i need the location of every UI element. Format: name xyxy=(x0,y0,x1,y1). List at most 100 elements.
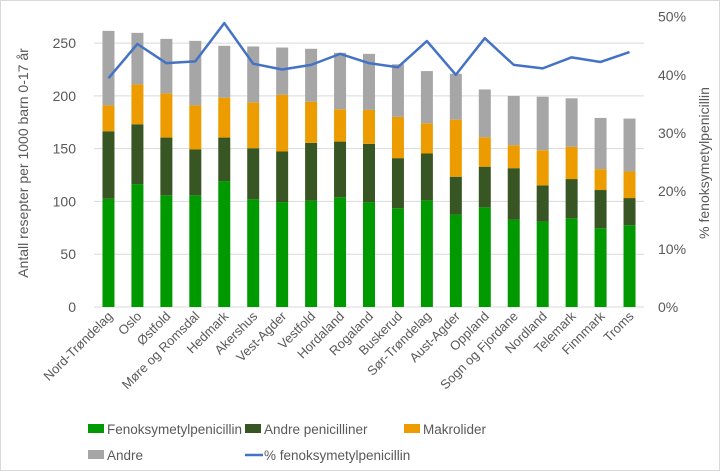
bar-segment xyxy=(276,47,289,95)
y2-tick-label: 20% xyxy=(658,183,686,199)
bar-segment xyxy=(276,94,289,152)
legend-swatch xyxy=(404,424,420,433)
bar-segment xyxy=(305,142,318,201)
y2-tick-label: 50% xyxy=(658,9,686,25)
bar-segment xyxy=(305,48,318,102)
bar-segment xyxy=(507,168,520,220)
bar-segment xyxy=(305,200,318,307)
y2-tick-label: 10% xyxy=(658,241,686,257)
bar-segment xyxy=(247,102,260,149)
bar-segment xyxy=(536,150,549,186)
bar-segment xyxy=(334,197,347,307)
bar-segment xyxy=(449,73,462,120)
legend-label: Makrolider xyxy=(423,422,487,437)
bar-segment xyxy=(160,93,173,138)
line-series xyxy=(107,21,630,80)
y2-tick-label: 40% xyxy=(658,67,686,83)
bar-segment xyxy=(536,221,549,307)
bar-segment xyxy=(363,53,375,110)
x-tick-label: Troms xyxy=(600,308,637,345)
bar-segment xyxy=(189,195,202,307)
bar-segment xyxy=(536,96,549,151)
bar-segment xyxy=(507,145,520,169)
bar-segment xyxy=(102,30,115,106)
bar-segment xyxy=(420,200,433,307)
bar-segment xyxy=(449,214,462,307)
bar-segment xyxy=(623,198,636,226)
bar-segment xyxy=(420,123,433,154)
bar-segment xyxy=(218,45,231,98)
bar-segment xyxy=(363,109,375,144)
legend-label: Andre penicilliner xyxy=(264,422,368,437)
bar-segment xyxy=(565,98,578,147)
bar-segment xyxy=(131,32,144,85)
bars xyxy=(102,30,636,307)
bar-segment xyxy=(478,89,491,138)
bar-segment xyxy=(391,64,404,117)
bar-segment xyxy=(391,208,404,307)
legend-swatch xyxy=(245,424,261,433)
legend-label: Andre xyxy=(107,448,143,463)
legend-swatch xyxy=(88,424,104,433)
legend-label: Fenoksymetylpenicillin xyxy=(107,422,242,437)
bar-segment xyxy=(565,179,578,219)
legend-label: % fenoksymetylpenicillin xyxy=(264,448,410,463)
bar-segment xyxy=(247,148,260,200)
right-axis-ticks: 0% 10% 20% 30% 40% 50% xyxy=(658,9,686,315)
y-tick-label: 250 xyxy=(53,35,77,51)
y-tick-label: 150 xyxy=(53,141,77,157)
bar-segment xyxy=(189,105,202,150)
bar-segment xyxy=(391,158,404,209)
left-axis-ticks: 0 50 100 150 200 250 xyxy=(53,35,77,315)
bar-segment xyxy=(305,101,318,143)
bar-segment xyxy=(276,151,289,203)
legend: Fenoksymetylpenicillin Andre penicilliner… xyxy=(88,422,487,463)
bar-segment xyxy=(478,207,491,307)
bar-segment xyxy=(478,137,491,167)
bar-segment xyxy=(160,195,173,307)
bar-segment xyxy=(363,202,375,307)
y2-tick-label: 30% xyxy=(658,125,686,141)
y-tick-label: 0 xyxy=(68,299,76,315)
bar-segment xyxy=(102,198,115,307)
bar-segment xyxy=(623,171,636,199)
right-axis-title: % fenoksymetylpenicillin xyxy=(696,87,712,239)
legend-swatch xyxy=(88,450,104,459)
bar-segment xyxy=(565,218,578,307)
bar-segment xyxy=(131,84,144,125)
bar-segment xyxy=(189,149,202,196)
bar-segment xyxy=(218,97,231,138)
bar-segment xyxy=(334,141,347,198)
bar-segment xyxy=(218,181,231,307)
bar-segment xyxy=(247,199,260,307)
bar-segment xyxy=(420,153,433,201)
y2-tick-label: 0% xyxy=(658,299,678,315)
bar-segment xyxy=(160,137,173,196)
bar-segment xyxy=(449,119,462,177)
bar-segment xyxy=(623,225,636,307)
y-tick-label: 50 xyxy=(60,246,76,262)
bar-segment xyxy=(565,146,578,180)
bar-segment xyxy=(507,95,520,146)
bar-segment xyxy=(247,46,260,103)
bar-segment xyxy=(536,185,549,222)
y-tick-label: 200 xyxy=(53,88,77,104)
bar-segment xyxy=(131,184,144,307)
bar-segment xyxy=(334,52,347,110)
y-tick-label: 100 xyxy=(53,193,77,209)
bar-segment xyxy=(102,131,115,199)
bar-segment xyxy=(594,117,607,170)
bar-segment xyxy=(363,143,375,203)
bar-segment xyxy=(218,137,231,182)
x-tick-label: Nord-Trøndelag xyxy=(40,309,115,384)
bar-segment xyxy=(594,228,607,307)
bar-segment xyxy=(594,169,607,191)
bar-segment xyxy=(594,190,607,229)
bar-segment xyxy=(449,176,462,215)
bar-segment xyxy=(623,118,636,172)
bar-segment xyxy=(334,109,347,142)
bar-segment xyxy=(420,71,433,124)
